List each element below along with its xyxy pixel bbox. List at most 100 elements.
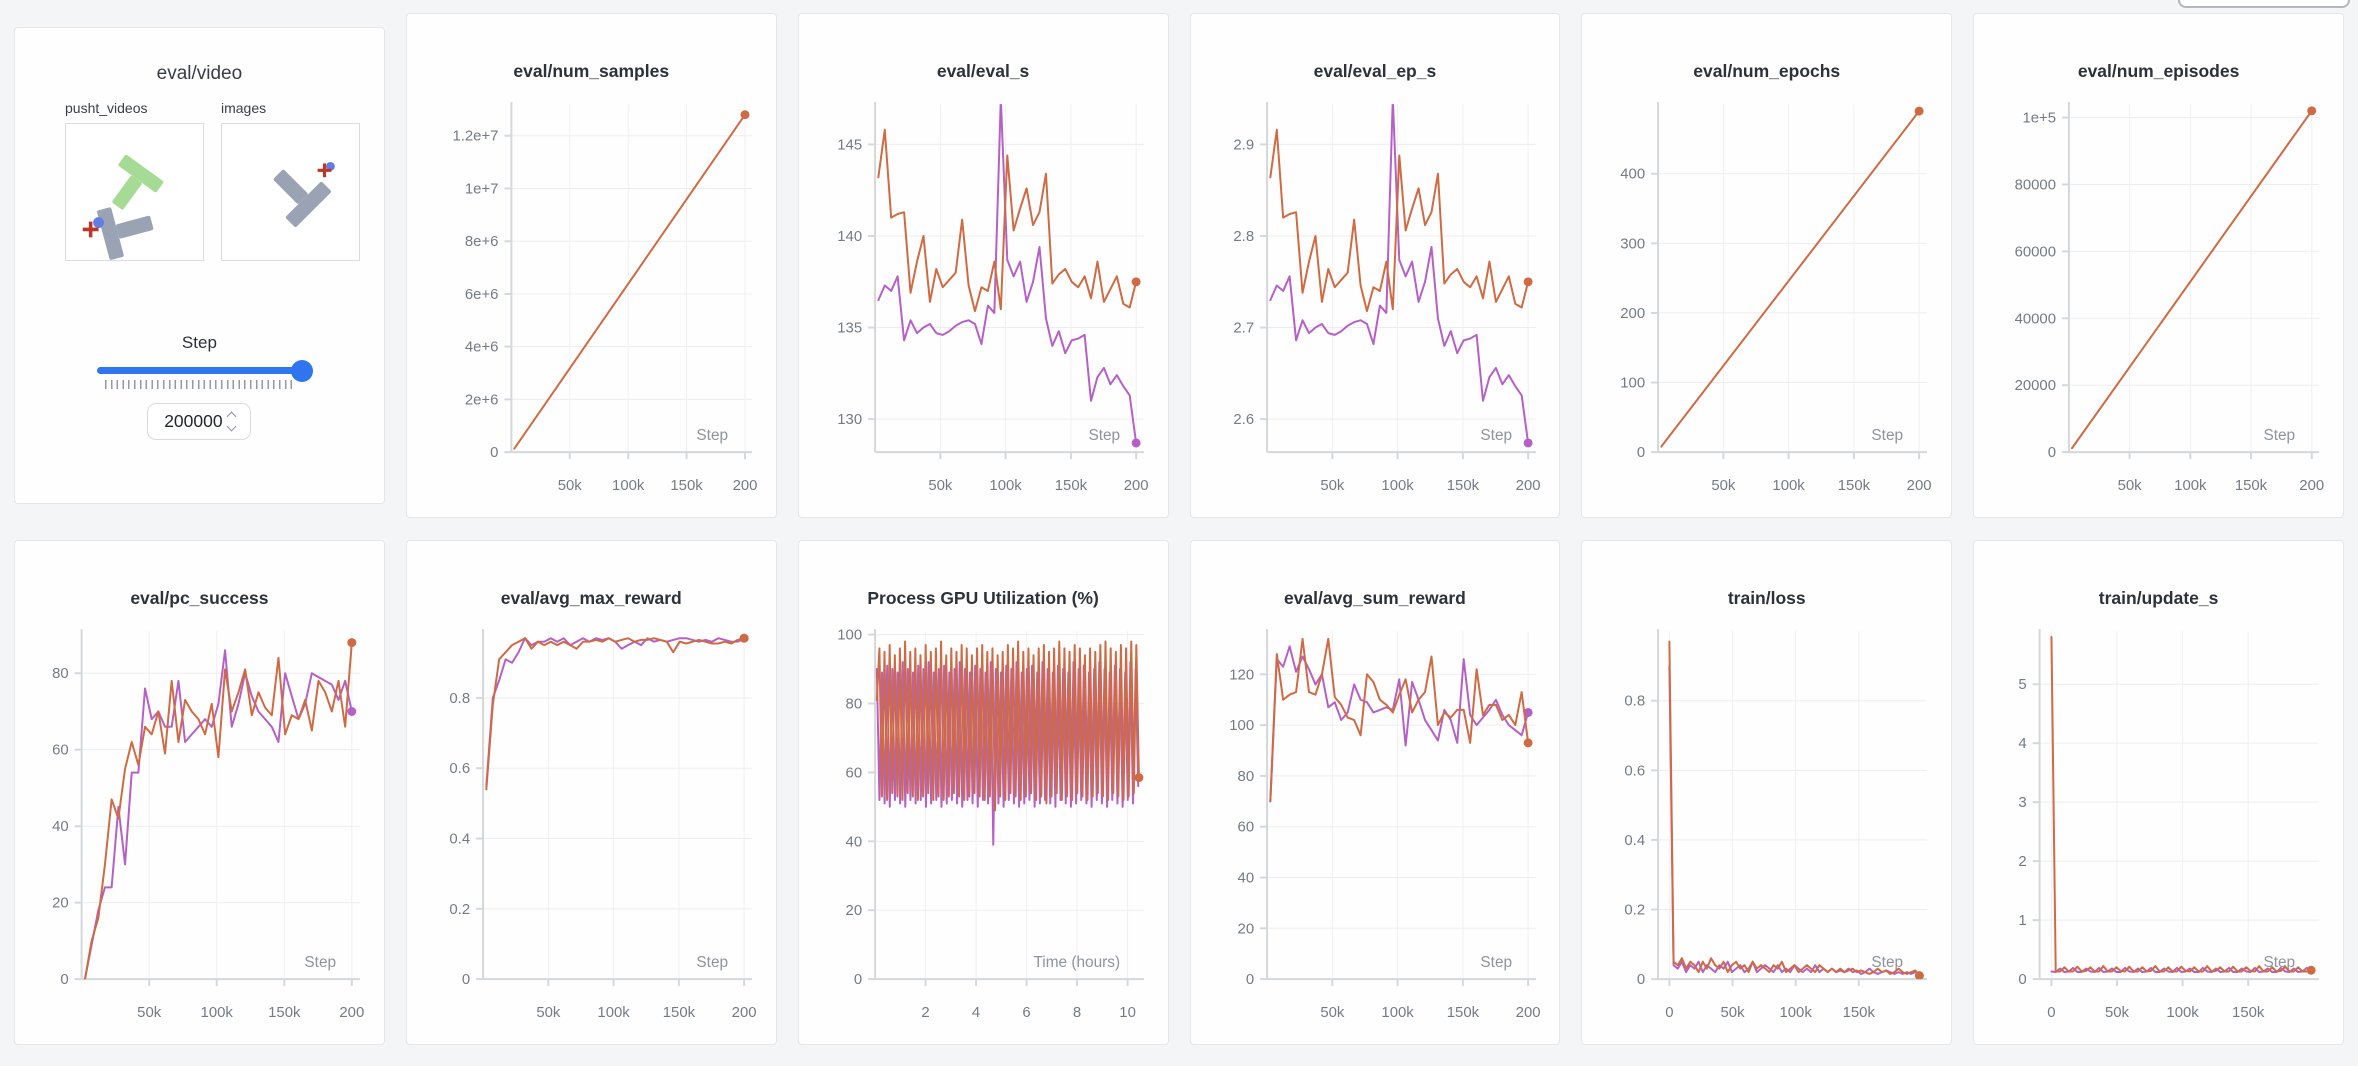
svg-text:50k: 50k bbox=[558, 478, 583, 494]
series-end-dot-orange bbox=[1914, 106, 1924, 116]
step-input-wrap: 200000 bbox=[15, 403, 384, 440]
chevron-down-icon[interactable] bbox=[226, 421, 237, 432]
svg-text:200: 200 bbox=[2299, 478, 2324, 494]
chart-panel-process-gpu-utilization[interactable]: Process GPU Utilization (%) 0 20 40 60 80 100… bbox=[797, 540, 1169, 1045]
svg-text:400: 400 bbox=[1621, 167, 1646, 183]
svg-text:20: 20 bbox=[1237, 921, 1254, 937]
svg-text:1.2e+7: 1.2e+7 bbox=[452, 129, 498, 145]
series-end-dot-orange bbox=[2307, 106, 2317, 116]
svg-text:100k: 100k bbox=[612, 478, 645, 494]
series-end-dot-purple bbox=[1523, 438, 1533, 448]
chart-panel-eval-num-samples[interactable]: eval/num_samples 0 2e+6 4e+6 6e+6 8e+6 1e+7 1.… bbox=[405, 13, 777, 518]
axis-label: Step bbox=[2264, 427, 2296, 444]
svg-text:0.4: 0.4 bbox=[1625, 833, 1646, 849]
chart-panel-train-loss[interactable]: train/loss 0 0.2 0.4 0.6 0.8 0 50k 100k 150k Step bbox=[1581, 540, 1953, 1045]
svg-text:6: 6 bbox=[1022, 1005, 1030, 1021]
chart-title: eval/avg_max_reward bbox=[500, 588, 682, 608]
media-caption: pusht_videos bbox=[65, 100, 148, 116]
svg-text:4: 4 bbox=[972, 1005, 980, 1021]
svg-text:60: 60 bbox=[1237, 820, 1254, 836]
svg-text:200: 200 bbox=[1515, 1005, 1540, 1021]
svg-text:4e+6: 4e+6 bbox=[465, 340, 499, 356]
chart-canvas: 0 20 40 60 80 100 120 50k 100k 150k 200 Step bbox=[1229, 629, 1540, 1021]
svg-text:0.6: 0.6 bbox=[449, 761, 470, 777]
svg-text:0.8: 0.8 bbox=[449, 691, 470, 707]
svg-text:130: 130 bbox=[837, 412, 862, 428]
series-end-dot-purple bbox=[347, 707, 357, 716]
slider-ruler bbox=[104, 380, 293, 389]
chart-title: Process GPU Utilization (%) bbox=[867, 588, 1099, 608]
series-end-dot-purple bbox=[1523, 708, 1533, 717]
series-end-dot-orange bbox=[2306, 965, 2316, 975]
svg-text:0.2: 0.2 bbox=[449, 902, 470, 918]
slider-knob[interactable] bbox=[290, 359, 313, 382]
image-thumbnail[interactable] bbox=[221, 123, 360, 261]
chart-title: eval/avg_sum_reward bbox=[1283, 588, 1466, 608]
chart-panel-eval-avg-sum-reward[interactable]: eval/avg_sum_reward 0 20 40 60 80 100 120 50k 10… bbox=[1189, 540, 1561, 1045]
series-end-dot-orange bbox=[1523, 738, 1533, 748]
chart-canvas: 0 0.2 0.4 0.6 0.8 0 50k 100k 150k Step bbox=[1625, 629, 1928, 1021]
svg-text:50k: 50k bbox=[2105, 1005, 2130, 1021]
svg-text:1e+5: 1e+5 bbox=[2023, 111, 2057, 127]
series-end-dot-orange bbox=[1131, 277, 1141, 287]
chart-panel-eval-eval-s[interactable]: eval/eval_s 130 135 140 145 50k 100k 150k 200 St… bbox=[797, 13, 1169, 518]
media-caption: images bbox=[221, 100, 267, 116]
step-stepper[interactable] bbox=[226, 411, 237, 432]
svg-text:40000: 40000 bbox=[2015, 311, 2056, 327]
svg-text:4: 4 bbox=[2019, 736, 2027, 752]
chart-panel-train-update-s[interactable]: train/update_s 0 1 2 3 4 5 0 50k 100k 150k Step bbox=[1973, 540, 2344, 1045]
chart-panel-eval-pc-success[interactable]: eval/pc_success 0 20 40 60 80 50k 100k 150k 200 S… bbox=[14, 540, 385, 1045]
svg-text:145: 145 bbox=[837, 137, 862, 153]
axis-label: Step bbox=[696, 954, 728, 971]
chart-canvas: 130 135 140 145 50k 100k 150k 200 Step bbox=[837, 102, 1148, 494]
svg-text:50k: 50k bbox=[536, 1005, 561, 1021]
svg-text:200: 200 bbox=[1515, 478, 1540, 494]
media-row: pusht_videos bbox=[15, 86, 384, 261]
slider-track[interactable] bbox=[96, 359, 313, 382]
series-line-purple bbox=[1668, 664, 1921, 975]
svg-text:150k: 150k bbox=[268, 1005, 301, 1021]
svg-text:50k: 50k bbox=[1320, 478, 1345, 494]
svg-text:135: 135 bbox=[837, 321, 862, 337]
series-end-dot-orange bbox=[1523, 277, 1533, 287]
chart-title: train/update_s bbox=[2098, 588, 2219, 608]
series-line-orange bbox=[876, 128, 1137, 313]
chart-canvas: 0 0.2 0.4 0.6 0.8 50k 100k 150k 200 Step bbox=[449, 629, 756, 1021]
axis-label: Step bbox=[696, 427, 728, 444]
svg-text:50k: 50k bbox=[1320, 1005, 1345, 1021]
chevron-up-icon[interactable] bbox=[226, 411, 237, 422]
media-item-images: images bbox=[221, 100, 360, 261]
svg-text:0: 0 bbox=[2048, 445, 2056, 461]
series-line-purple bbox=[1268, 645, 1529, 803]
chart-title: eval/eval_ep_s bbox=[1313, 61, 1437, 81]
video-thumbnail[interactable] bbox=[65, 123, 204, 261]
chart-panel-eval-num-epochs[interactable]: eval/num_epochs 0 100 200 300 400 50k 100k 150k… bbox=[1581, 13, 1953, 518]
svg-text:50k: 50k bbox=[137, 1005, 162, 1021]
series-end-dot-orange bbox=[1134, 773, 1144, 783]
svg-text:0.2: 0.2 bbox=[1625, 902, 1646, 918]
svg-text:150k: 150k bbox=[2235, 478, 2268, 494]
step-slider[interactable] bbox=[96, 359, 313, 389]
step-value-input[interactable]: 200000 bbox=[147, 403, 252, 440]
series-line-orange bbox=[2071, 109, 2313, 450]
svg-text:0.4: 0.4 bbox=[449, 832, 470, 848]
svg-text:50k: 50k bbox=[1712, 478, 1737, 494]
svg-text:150k: 150k bbox=[2232, 1005, 2265, 1021]
svg-text:40: 40 bbox=[52, 819, 69, 835]
svg-text:1e+7: 1e+7 bbox=[465, 181, 499, 197]
series-line-purple bbox=[876, 104, 1137, 444]
svg-text:6e+6: 6e+6 bbox=[465, 287, 499, 303]
svg-text:150k: 150k bbox=[670, 478, 703, 494]
chart-panel-eval-eval-ep-s[interactable]: eval/eval_ep_s 2.6 2.7 2.8 2.9 50k 100k 150k 20… bbox=[1189, 13, 1561, 518]
chart-title: eval/num_samples bbox=[513, 61, 670, 81]
svg-text:0: 0 bbox=[1637, 445, 1645, 461]
media-panel-eval-video[interactable]: eval/video pusht_videos bbox=[14, 27, 385, 504]
chart-panel-eval-avg-max-reward[interactable]: eval/avg_max_reward 0 0.2 0.4 0.6 0.8 50k 100k… bbox=[405, 540, 777, 1045]
svg-text:1: 1 bbox=[2019, 913, 2027, 929]
series-line-purple bbox=[485, 637, 745, 787]
series-line-orange bbox=[83, 641, 353, 980]
svg-text:0: 0 bbox=[853, 972, 861, 988]
chart-panel-eval-num-episodes[interactable]: eval/num_episodes 0 20000 40000 60000 80000 1… bbox=[1973, 13, 2344, 518]
svg-text:140: 140 bbox=[837, 229, 862, 245]
svg-text:100k: 100k bbox=[2174, 478, 2207, 494]
